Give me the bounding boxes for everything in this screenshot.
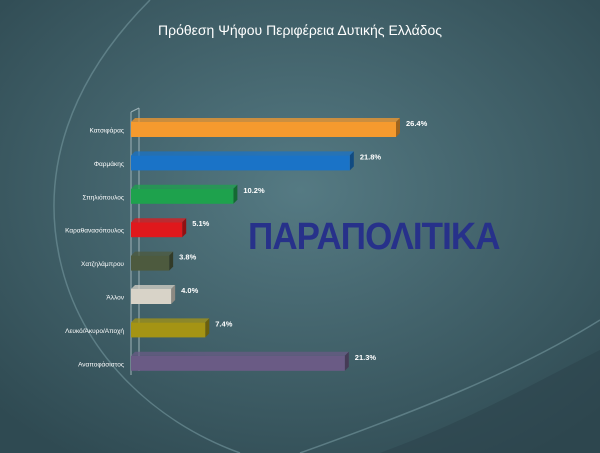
category-label: Λευκό/Άκυρο/Αποχή <box>65 327 124 335</box>
bar-side-face <box>182 218 187 238</box>
bar-top-face <box>131 151 354 156</box>
category-label: Καραθανασόπουλος <box>65 227 124 235</box>
bar-top-face <box>131 118 400 122</box>
bar-side-face <box>233 184 238 204</box>
category-label: Άλλον <box>106 295 124 302</box>
bar-side-face <box>169 251 174 271</box>
value-label: 3.8% <box>179 253 196 262</box>
bar <box>131 255 170 271</box>
category-label: Φαρμάκης <box>94 160 124 168</box>
background-arc-bottom <box>299 319 600 453</box>
bar <box>131 322 206 338</box>
bar <box>131 222 183 238</box>
background-arc-left <box>53 0 241 453</box>
bar-top-face <box>131 184 238 189</box>
bar-top-face <box>131 251 174 256</box>
bar <box>131 355 345 371</box>
bar-top-face <box>131 285 176 289</box>
bar <box>131 155 350 171</box>
bar-side-face <box>344 351 349 371</box>
bar <box>131 289 172 304</box>
bar <box>131 122 396 137</box>
category-label: Κατσιφάρας <box>89 127 124 135</box>
category-label: Χατζηλάμπρου <box>81 260 124 268</box>
bar-side-face <box>396 118 400 137</box>
bar-side-face <box>205 318 210 338</box>
value-label: 4.0% <box>181 286 198 295</box>
value-label: 10.2% <box>243 186 265 195</box>
chart-title: Πρόθεση Ψήφου Περιφέρεια Δυτικής Ελλάδος <box>158 22 442 38</box>
background-shade <box>380 350 600 453</box>
bar-top-face <box>131 318 210 323</box>
y-axis-top-line <box>130 107 140 113</box>
value-label: 21.8% <box>360 152 382 161</box>
value-label: 7.4% <box>215 319 232 328</box>
value-label: 26.4% <box>406 119 428 128</box>
bar-top-face <box>131 218 187 223</box>
bar <box>131 188 234 204</box>
category-label: Αναποφάσιστος <box>78 360 124 368</box>
bar-side-face <box>171 285 176 304</box>
bar-top-face <box>131 351 349 356</box>
paraspolitika-logo: ΠΑΡΑΠΟΛΙΤΙΚΑ <box>248 216 500 258</box>
category-label: Σπηλιόπουλος <box>83 193 125 201</box>
bar-side-face <box>349 151 354 171</box>
value-label: 21.3% <box>355 353 377 362</box>
value-label: 5.1% <box>192 219 209 228</box>
